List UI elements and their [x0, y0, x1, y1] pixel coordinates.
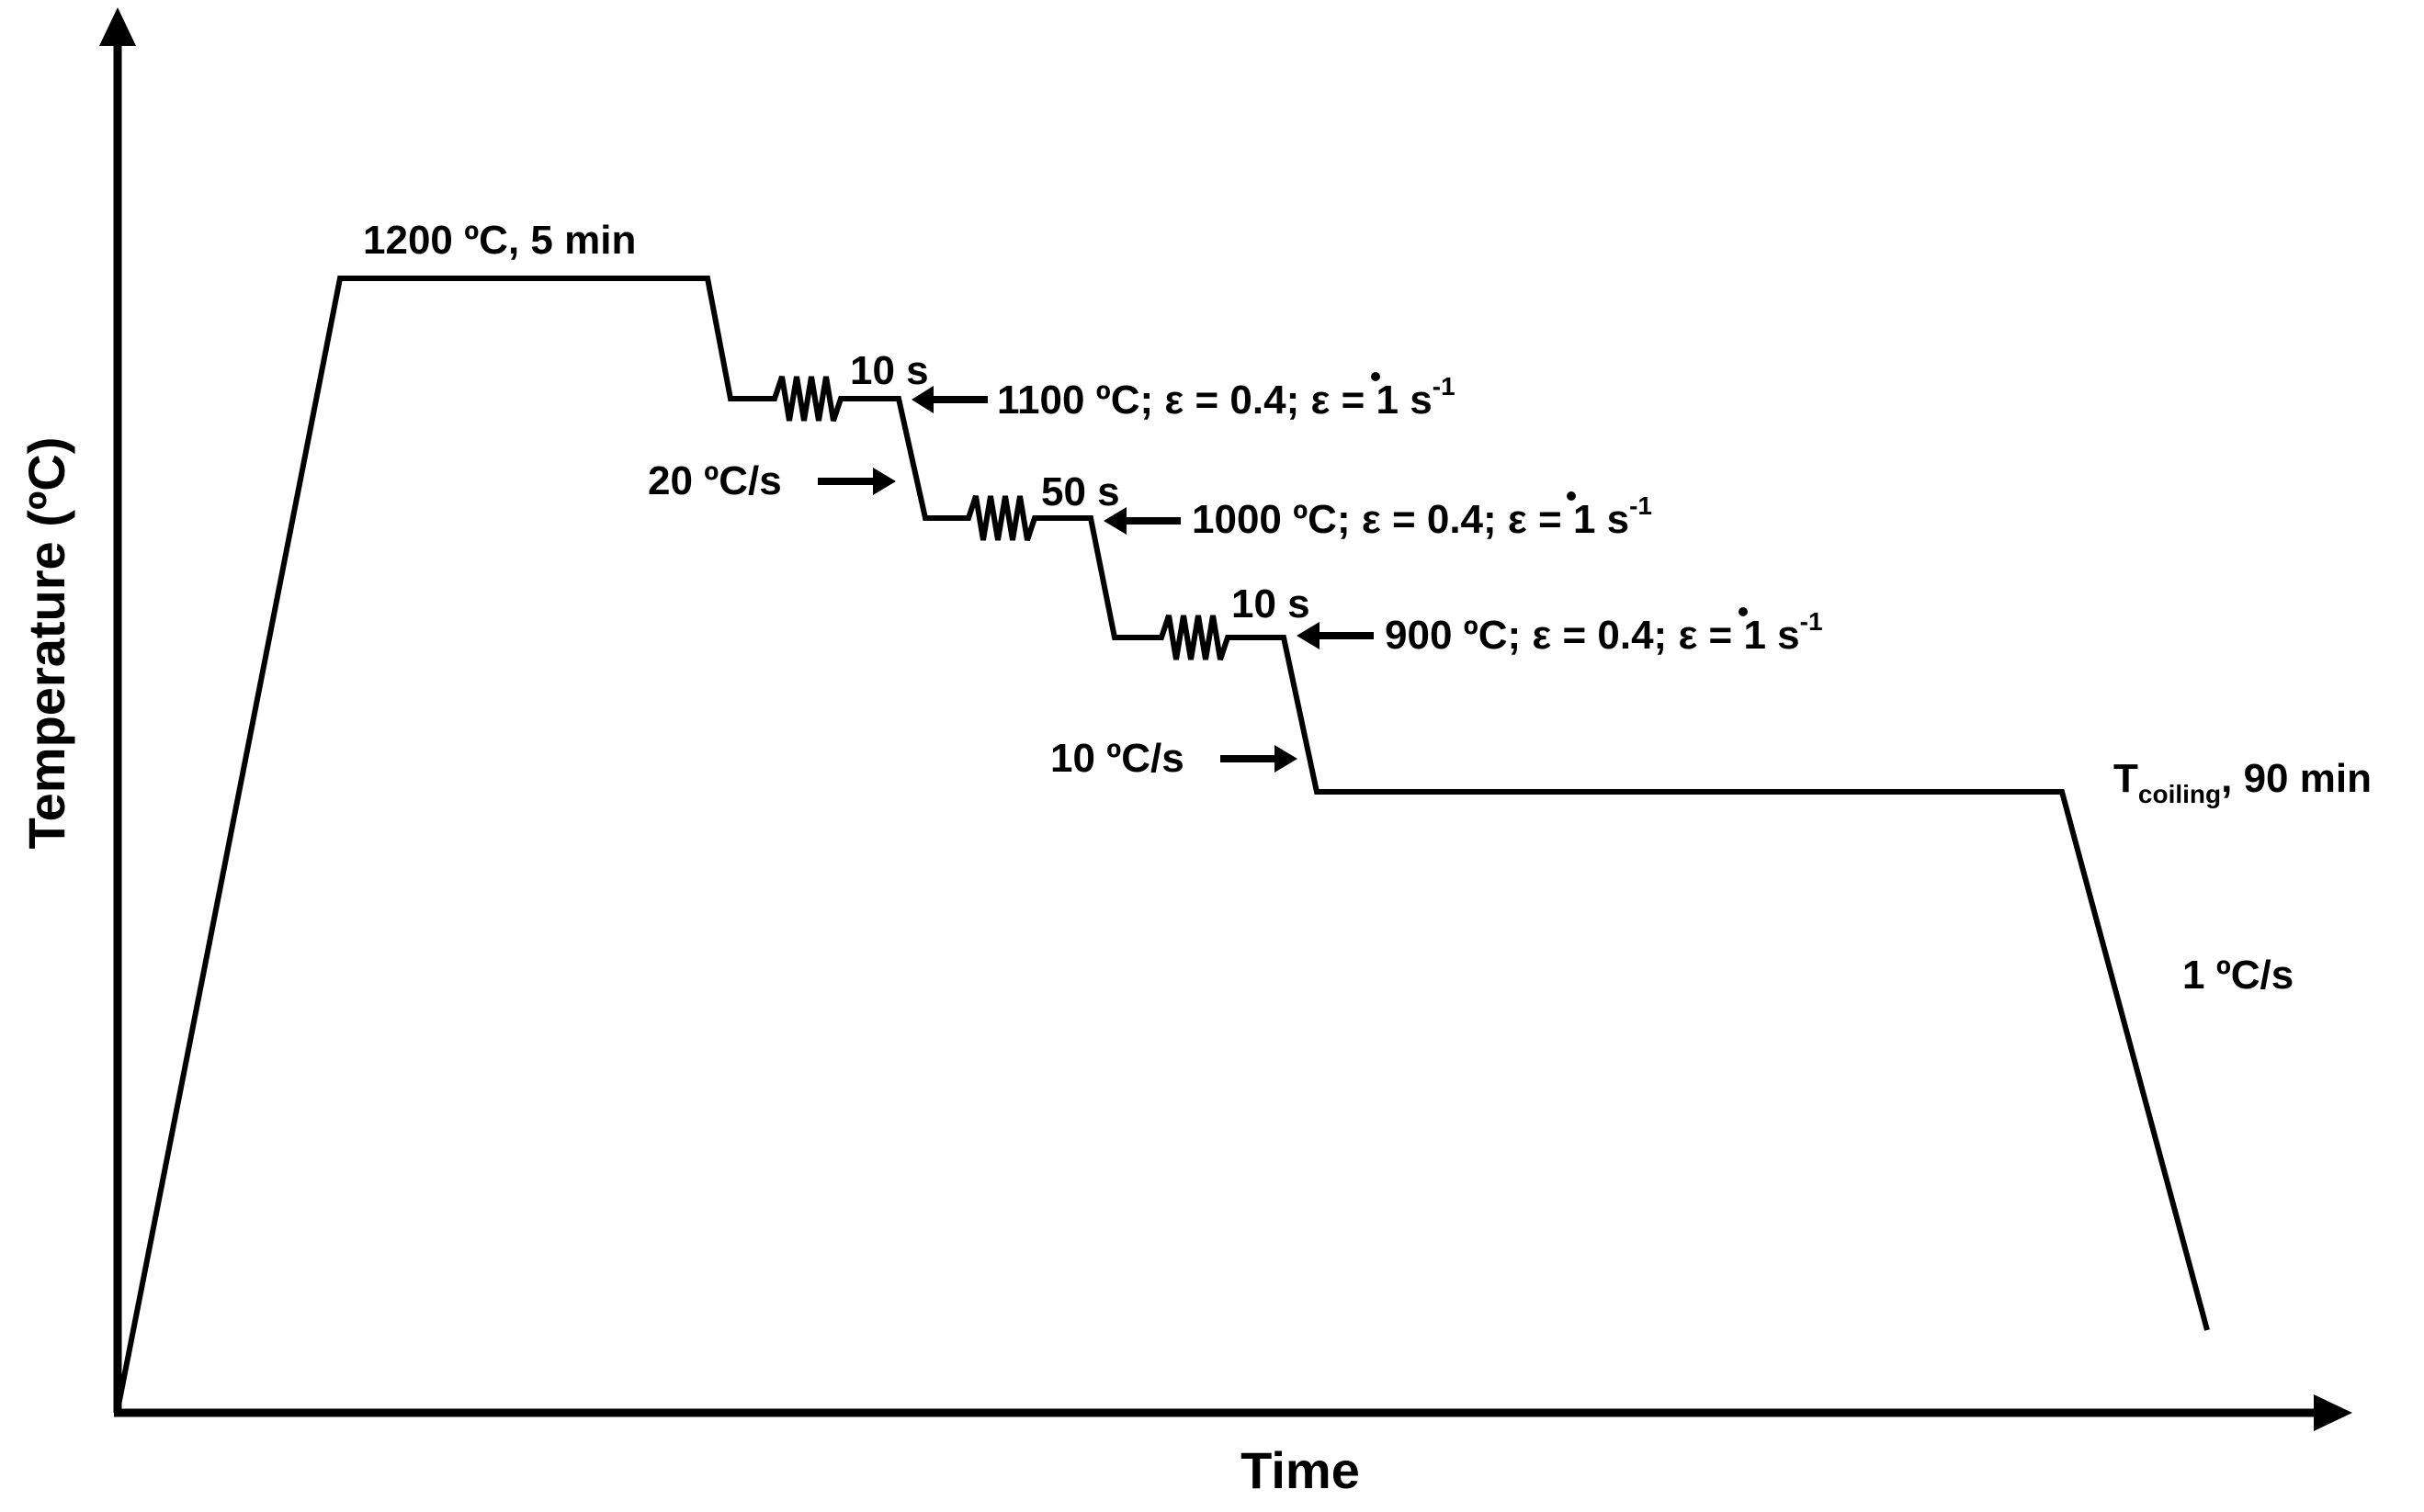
temperature-profile-line: [115, 276, 2210, 1411]
cooling-rate-1-arrow-head: [873, 468, 896, 495]
pass3-label: 900 ºC; ε = 0.4; ε = 1 s-1: [1385, 607, 1823, 658]
cooling-rate-1-label: 20 ºC/s: [648, 458, 782, 503]
soak-label: 1200 ºC, 5 min: [363, 218, 636, 263]
pass3-arrow-head: [1297, 622, 1320, 649]
cooling-rate-2-arrow-head: [1274, 745, 1297, 773]
axes: [99, 7, 2352, 1431]
y-axis-label: Temperature (ºC): [17, 437, 75, 850]
pass2-hold-label: 50 s: [1041, 469, 1120, 514]
pass3-rate-dot: [1739, 607, 1748, 616]
final-cooling-label: 1 ºC/s: [2182, 953, 2294, 998]
cooling-rate-2-label: 10 ºC/s: [1050, 736, 1184, 781]
x-axis-arrowhead: [2314, 1394, 2352, 1431]
pass3-hold-label: 10 s: [1231, 581, 1310, 626]
x-axis-label: Time: [1240, 1441, 1360, 1499]
pass2-label: 1000 ºC; ε = 0.4; ε = 1 s-1: [1192, 491, 1652, 542]
coiling-label: Tcoiling, 90 min: [2113, 756, 2372, 808]
pass2-arrow-head: [1104, 507, 1127, 535]
pass1-rate-dot: [1371, 372, 1380, 381]
pass1-hold-label: 10 s: [850, 348, 929, 393]
pass2-rate-dot: [1567, 491, 1576, 501]
arrows: [818, 386, 1374, 773]
pass1-label: 1100 ºC; ε = 0.4; ε = 1 s-1: [997, 372, 1456, 423]
y-axis-arrowhead: [99, 7, 136, 46]
pass1-arrow-head: [912, 386, 934, 413]
